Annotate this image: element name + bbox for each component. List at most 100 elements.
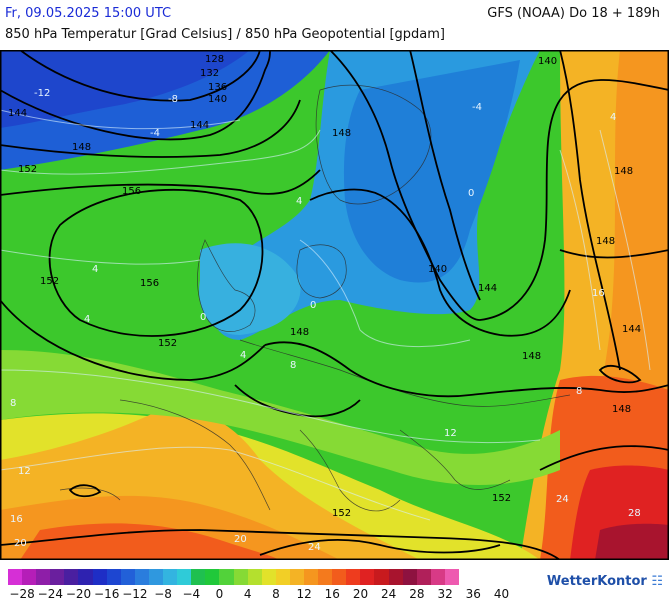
temperature-label: -4 [472,102,482,113]
color-swatch [219,569,234,585]
color-scale-tick: −24 [37,587,63,601]
color-swatch [50,569,65,585]
color-scale-tick: 4 [243,587,252,601]
temperature-label: 8 [290,360,296,371]
temperature-label: 4 [84,314,90,325]
geopotential-label: 132 [200,68,219,79]
geopotential-label: 148 [332,128,351,139]
color-swatch [120,569,135,585]
temperature-label: 28 [628,508,641,519]
color-scale-tick: −4 [182,587,201,601]
color-scale-tick: 8 [272,587,280,601]
color-scale-tick: −16 [94,587,120,601]
color-scale-tick: −20 [65,587,92,601]
temperature-label: 4 [296,196,302,207]
temperature-label: 16 [10,514,23,525]
color-scale-tick: 16 [324,587,340,601]
color-swatch [36,569,51,585]
temperature-label: 4 [92,264,98,275]
color-scale-bar [8,569,548,585]
color-swatch [430,569,445,585]
color-scale-tick: 36 [465,587,481,601]
color-swatch [444,569,459,585]
temperature-label: -12 [34,88,50,99]
color-swatch [275,569,290,585]
color-swatch [402,569,417,585]
temperature-label: -8 [168,94,178,105]
color-scale-tick: 0 [215,587,224,601]
color-swatch [416,569,431,585]
temperature-label: 20 [234,534,247,545]
geopotential-label: 140 [208,94,227,105]
temperature-label: 0 [200,312,206,323]
color-swatch [205,569,220,585]
geopotential-label: 148 [290,327,309,338]
geopotential-label: 144 [478,283,497,294]
color-swatch [233,569,248,585]
geopotential-label: 140 [428,264,447,275]
temperature-legend: −28 −24 −20 −16 −12 −8 −4 0 4 8 12 16 20 24 28 32 36 40 [8,569,548,601]
forecast-datetime: Fr, 09.05.2025 15:00 UTC [5,6,172,21]
geopotential-label: 152 [332,508,351,519]
temperature-label: 8 [10,398,16,409]
geopotential-label: 148 [612,404,631,415]
geopotential-label: 152 [18,164,37,175]
map-title: 850 hPa Temperatur [Grad Celsius] / 850 … [5,27,446,42]
geopotential-label: 140 [538,56,557,67]
temperature-label: 12 [444,428,457,439]
color-swatch [92,569,107,585]
model-run-label: GFS (NOAA) Do 18 + 189h [487,6,660,21]
temperature-label: 0 [310,300,316,311]
color-scale-labels: −28 −24 −20 −16 −12 −8 −4 0 4 8 12 16 20 24 28 32 36 40 [8,587,548,601]
color-swatch [388,569,403,585]
geopotential-label: 144 [8,108,27,119]
color-swatch [303,569,319,585]
geopotential-label: 148 [614,166,633,177]
color-swatch [163,569,178,585]
geopotential-label: 152 [40,276,59,287]
color-swatch [247,569,262,585]
weather-map: 128 132 136 140 144 148 152 156 140 148 … [0,50,669,560]
signal-icon: ☷ [651,574,663,589]
color-scale-tick: −8 [154,587,172,601]
color-scale-tick: −28 [9,587,35,601]
color-swatch [318,569,333,585]
color-scale-tick: 32 [437,587,453,601]
geopotential-label: 144 [622,324,641,335]
geopotential-label: 156 [140,278,159,289]
color-swatch [148,569,164,585]
temperature-label: 8 [576,386,582,397]
geopotential-label: 152 [158,338,177,349]
geopotential-label: 148 [522,351,541,362]
color-swatch [191,569,206,585]
temperature-label: 4 [240,350,246,361]
color-swatch [106,569,121,585]
color-scale-tick: 40 [493,587,510,601]
color-scale-tick: 20 [352,587,369,601]
color-swatch [78,569,93,585]
temperature-label: 24 [556,494,569,505]
geopotential-label: 144 [190,120,209,131]
color-scale-tick: 12 [296,587,312,601]
color-swatch [346,569,361,585]
color-swatch [261,569,276,585]
temperature-label: 20 [14,538,27,549]
color-swatch [64,569,79,585]
color-swatch [22,569,37,585]
geopotential-label: 148 [596,236,615,247]
geopotential-label: 152 [492,493,511,504]
geopotential-label: 148 [72,142,91,153]
color-swatch [8,569,23,585]
brand-logo: WetterKontor ☷ [546,574,663,589]
color-scale-tick: −12 [122,587,148,601]
temperature-label: 12 [18,466,31,477]
color-swatch [289,569,304,585]
geopotential-label: 156 [122,186,141,197]
geopotential-label: 136 [208,82,227,93]
color-scale-tick: 24 [381,587,397,601]
temperature-label: 24 [308,542,321,553]
color-scale-tick: 28 [409,587,425,601]
temperature-label: -4 [150,128,160,139]
geopotential-label: 128 [205,54,224,65]
color-swatch [374,569,389,585]
